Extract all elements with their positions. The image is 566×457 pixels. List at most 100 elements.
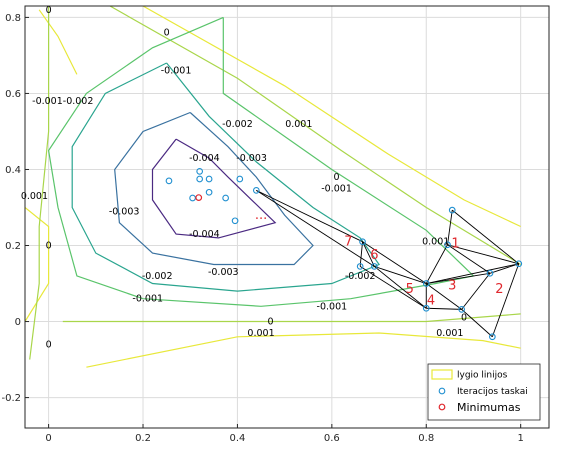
simplex-edge bbox=[426, 272, 491, 284]
contour-label: -0.002 bbox=[222, 119, 253, 130]
iteration-point bbox=[231, 217, 239, 225]
sequence-label: 5 bbox=[406, 282, 414, 297]
simplex-edge bbox=[256, 189, 363, 243]
sequence-label: 1 bbox=[451, 237, 459, 252]
legend-item-iterations: Iteracijos taskai bbox=[457, 387, 528, 397]
simplex-edge bbox=[374, 266, 427, 309]
contour-label: 0.001 bbox=[436, 328, 463, 339]
contour-line bbox=[62, 313, 521, 323]
sequence-label: 2 bbox=[495, 282, 503, 297]
simplex-edge bbox=[447, 244, 519, 265]
sequence-label: 6 bbox=[370, 248, 378, 263]
simplex-edge bbox=[425, 244, 448, 284]
iteration-point bbox=[444, 241, 451, 249]
iteration-point bbox=[205, 188, 213, 196]
contour-labels: 00-0.001-0.001-0.002-0.002 0.001-0.004 -0.… bbox=[21, 5, 467, 351]
contour-line bbox=[142, 6, 521, 228]
simplex-edge bbox=[362, 241, 375, 267]
y-tick-label: 0.8 bbox=[5, 13, 21, 24]
iteration-point bbox=[370, 263, 378, 270]
legend-swatch-minimum bbox=[438, 403, 446, 411]
simplex-edge bbox=[359, 241, 363, 267]
iteration-point bbox=[489, 333, 496, 341]
contour-label: -0.004 bbox=[189, 229, 220, 240]
contour-label: -0.001-0.002 bbox=[32, 96, 93, 107]
contour-label: -0.003 bbox=[109, 206, 140, 217]
iteration-point bbox=[205, 175, 213, 183]
simplex-edge bbox=[461, 309, 493, 338]
iteration-point bbox=[252, 187, 260, 194]
contour-label: 0.001 bbox=[422, 237, 449, 248]
simplex-edge bbox=[359, 266, 427, 309]
contour-label: -0.002 bbox=[345, 271, 376, 282]
x-tick-label: 0.2 bbox=[135, 433, 151, 444]
iteration-point bbox=[458, 306, 466, 313]
legend-item-minimum: Minimumas bbox=[457, 401, 521, 414]
iteration-point bbox=[236, 175, 244, 183]
contour-label: -0.001 bbox=[321, 183, 352, 194]
iteration-point bbox=[356, 263, 364, 270]
y-tick-label: 0 bbox=[15, 317, 21, 328]
simplex-edge bbox=[461, 272, 491, 310]
iteration-point bbox=[196, 168, 204, 175]
legend-swatch-iteration bbox=[438, 387, 446, 395]
simplex-edge bbox=[447, 244, 491, 274]
plot-frame bbox=[24, 5, 550, 429]
contour-line bbox=[109, 6, 522, 266]
contour-lines bbox=[25, 6, 522, 368]
y-tick-label: 0.4 bbox=[5, 165, 21, 176]
contour-label: 0.001 bbox=[247, 328, 274, 339]
simplex-edge bbox=[362, 241, 427, 284]
contour-label: -0.003 bbox=[236, 153, 267, 164]
simplex-edge bbox=[426, 263, 519, 284]
iteration-point bbox=[515, 260, 523, 268]
contour-line bbox=[47, 16, 475, 307]
legend-box bbox=[427, 363, 541, 421]
simplex-edge bbox=[451, 209, 520, 265]
contour-label: 0 bbox=[46, 339, 52, 350]
contour-label: 0 bbox=[46, 241, 52, 252]
contour-line bbox=[151, 138, 277, 239]
simplex-path bbox=[256, 189, 520, 338]
contour-line bbox=[71, 62, 381, 292]
simplex-edge bbox=[425, 283, 462, 310]
iteration-point bbox=[222, 194, 229, 202]
simplex-edge bbox=[374, 265, 427, 284]
contour-line bbox=[29, 6, 50, 360]
legend-swatch-contour bbox=[431, 369, 453, 380]
contour-label: -0.004 bbox=[189, 153, 220, 164]
contour-label: 0.001 bbox=[285, 119, 312, 130]
contour-label: -0.001 bbox=[161, 66, 192, 77]
sequence-label: 4 bbox=[427, 294, 435, 309]
contour-label: 0 bbox=[164, 28, 170, 39]
legend: lygio linijos Iteracijos taskai Minimumas bbox=[427, 363, 541, 421]
contour-label: 0.001 bbox=[21, 191, 48, 202]
y-tick-label: -0.2 bbox=[1, 393, 21, 404]
contour-line bbox=[114, 111, 314, 266]
contour-label: 0 bbox=[334, 172, 340, 183]
minimum-point bbox=[195, 194, 203, 202]
sequence-label: ... bbox=[255, 208, 267, 223]
x-tick-label: 0.4 bbox=[229, 433, 245, 444]
iteration-point bbox=[486, 269, 494, 277]
sequence-label: 3 bbox=[448, 278, 456, 293]
contour-line bbox=[38, 9, 78, 75]
simplex-edge bbox=[447, 210, 453, 245]
contour-label: 0 bbox=[267, 317, 273, 328]
contour-label: 0 bbox=[461, 313, 467, 324]
simplex-edge bbox=[426, 307, 462, 310]
simplex-edge bbox=[489, 263, 519, 274]
contour-label: -0.001 bbox=[132, 294, 163, 305]
contour-label: -0.002 bbox=[142, 271, 173, 282]
iteration-point bbox=[165, 177, 173, 185]
iteration-point bbox=[422, 304, 430, 312]
contour-line bbox=[86, 332, 521, 368]
y-tick-label: 0.6 bbox=[5, 89, 21, 100]
axis-ticks: 0 0.2 0.4 0.6 0.8 1 -0.2 0 0.2 0.4 0.6 0.8 bbox=[1, 13, 523, 444]
x-tick-label: 1 bbox=[517, 433, 523, 444]
y-tick-label: 0.2 bbox=[5, 241, 21, 252]
legend-item-contours: lygio linijos bbox=[457, 371, 508, 381]
x-tick-label: 0.6 bbox=[324, 433, 340, 444]
iteration-point bbox=[359, 238, 366, 246]
iteration-point bbox=[422, 280, 430, 287]
